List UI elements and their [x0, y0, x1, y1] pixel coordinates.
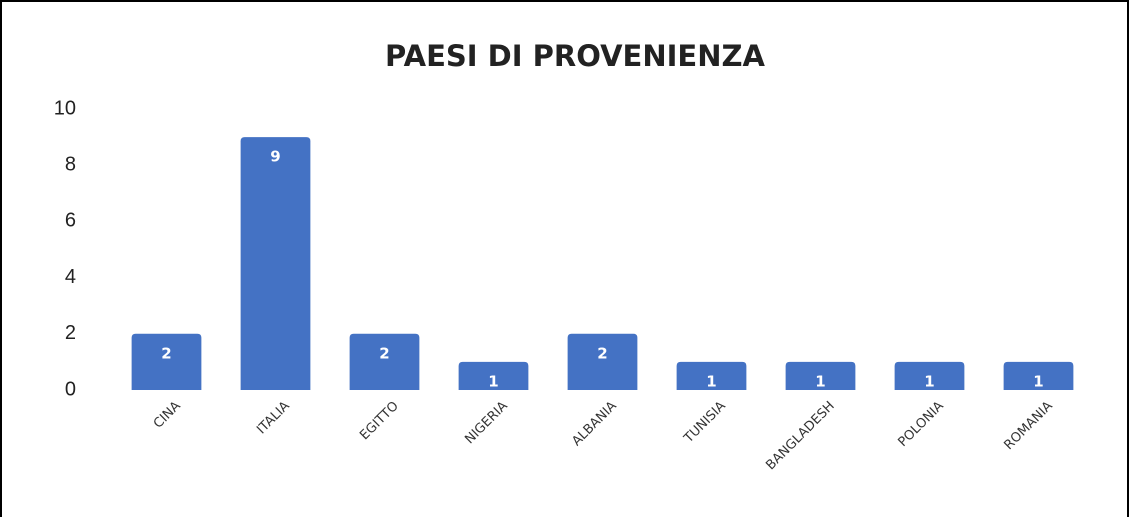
data-label: 1	[706, 372, 716, 390]
data-label: 2	[597, 344, 607, 362]
y-tick-label: 0	[65, 378, 76, 400]
data-label: 2	[379, 344, 389, 362]
bar	[676, 361, 747, 390]
data-label: 1	[924, 372, 934, 390]
data-label: 2	[161, 344, 171, 362]
y-tick-label: 10	[54, 97, 76, 119]
chart-title: PAESI DI PROVENIENZA	[385, 39, 765, 73]
bar	[894, 361, 965, 390]
bar	[240, 137, 311, 390]
data-label: 9	[270, 148, 280, 166]
bar	[349, 333, 420, 390]
y-tick-label: 8	[65, 153, 76, 175]
data-label: 1	[488, 372, 498, 390]
bar	[131, 333, 202, 390]
bar	[1003, 361, 1074, 390]
bar	[567, 333, 638, 390]
y-tick-label: 4	[65, 266, 76, 288]
data-label: 1	[815, 372, 825, 390]
bar	[458, 361, 529, 390]
y-tick-label: 6	[65, 210, 76, 232]
y-tick-label: 2	[65, 322, 76, 344]
data-label: 1	[1033, 372, 1043, 390]
bar	[785, 361, 856, 390]
